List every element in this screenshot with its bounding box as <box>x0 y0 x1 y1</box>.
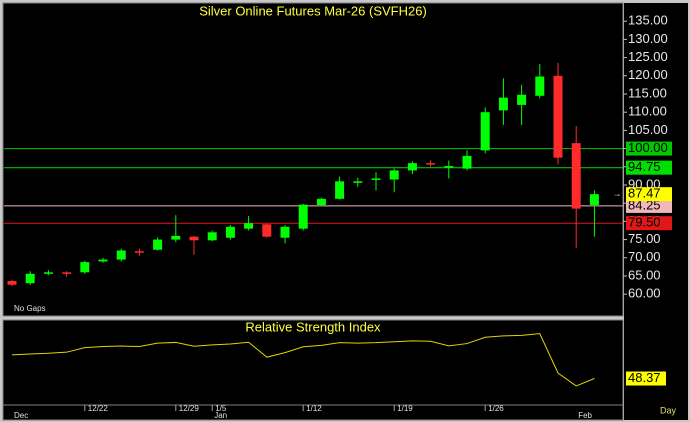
x-tick-label: 12/22 <box>88 404 109 413</box>
y-tick-label: 120.00 <box>628 67 668 82</box>
candle-body <box>153 239 163 250</box>
candle-body <box>43 272 53 274</box>
candle-body <box>116 250 126 260</box>
candle-body <box>244 223 254 229</box>
candle-body <box>80 262 90 273</box>
x-tick-label: 1/5 <box>215 404 227 413</box>
level-box <box>626 198 672 213</box>
rsi-title: Relative Strength Index <box>245 319 381 334</box>
y-tick-label: 135.00 <box>628 13 668 28</box>
candle-body <box>225 226 235 238</box>
level-label: 94.75 <box>628 159 661 174</box>
candle-body <box>134 251 144 253</box>
rsi-last-box <box>626 371 666 386</box>
x-tick-label: 12/29 <box>179 404 200 413</box>
y-tick-label: 125.00 <box>628 49 668 64</box>
candle-body <box>353 181 363 183</box>
y-tick-label: 115.00 <box>628 85 667 100</box>
price-pane <box>2 2 624 317</box>
candle-body <box>389 170 399 180</box>
candle-body <box>371 178 381 180</box>
y-tick-label: 130.00 <box>628 31 668 46</box>
candle-body <box>571 143 581 209</box>
level-box <box>626 141 672 156</box>
candle-body <box>262 224 272 237</box>
month-label: Dec <box>14 411 28 420</box>
level-label: 79.50 <box>628 215 661 230</box>
y-tick-label: 70.00 <box>628 249 661 264</box>
candle-body <box>280 226 290 238</box>
y-tick-label: 60.00 <box>628 286 661 301</box>
candle-body <box>207 232 217 241</box>
period-label: Day <box>660 405 677 415</box>
level-box <box>626 160 672 175</box>
month-label: Feb <box>578 411 592 420</box>
chart-title: Silver Online Futures Mar-26 (SVFH26) <box>199 3 427 18</box>
candle-body <box>444 166 454 168</box>
candle-body <box>553 75 563 158</box>
y-tick-label: 105.00 <box>628 122 668 137</box>
candle-body <box>535 76 545 96</box>
candle-body <box>98 259 108 262</box>
last-price-box <box>626 187 672 202</box>
candle-body <box>589 194 599 205</box>
y-tick-label: 110.00 <box>628 104 667 119</box>
candle-body <box>462 155 472 169</box>
candle-body <box>498 97 508 111</box>
rsi-last-label: 48.37 <box>628 370 661 385</box>
candle-body <box>25 273 35 284</box>
rsi-line <box>11 333 595 387</box>
candle-body <box>189 236 199 241</box>
candle-body <box>298 204 308 229</box>
month-label: Jan <box>214 411 227 420</box>
y-tick-label: 65.00 <box>628 267 661 282</box>
candle-body <box>426 163 436 165</box>
last-price-label: 87.47 <box>628 186 661 201</box>
candle-body <box>335 181 345 199</box>
candle-body <box>407 163 417 171</box>
candle-body <box>316 198 326 205</box>
level-box <box>626 216 672 231</box>
y-tick-label: 75.00 <box>628 231 661 246</box>
last-arrow: → <box>613 189 622 199</box>
x-tick-label: 1/19 <box>397 404 413 413</box>
x-tick-label: 1/26 <box>488 404 504 413</box>
gap-note: No Gaps <box>14 304 46 313</box>
candle-body <box>62 272 72 274</box>
rsi-pane <box>2 319 624 406</box>
level-label: 100.00 <box>628 140 668 155</box>
candle-body <box>7 281 17 285</box>
date-axis <box>2 404 624 421</box>
candle-body <box>480 112 490 151</box>
candle-body <box>171 235 181 240</box>
candle-body <box>517 94 527 105</box>
x-tick-label: 1/12 <box>306 404 322 413</box>
